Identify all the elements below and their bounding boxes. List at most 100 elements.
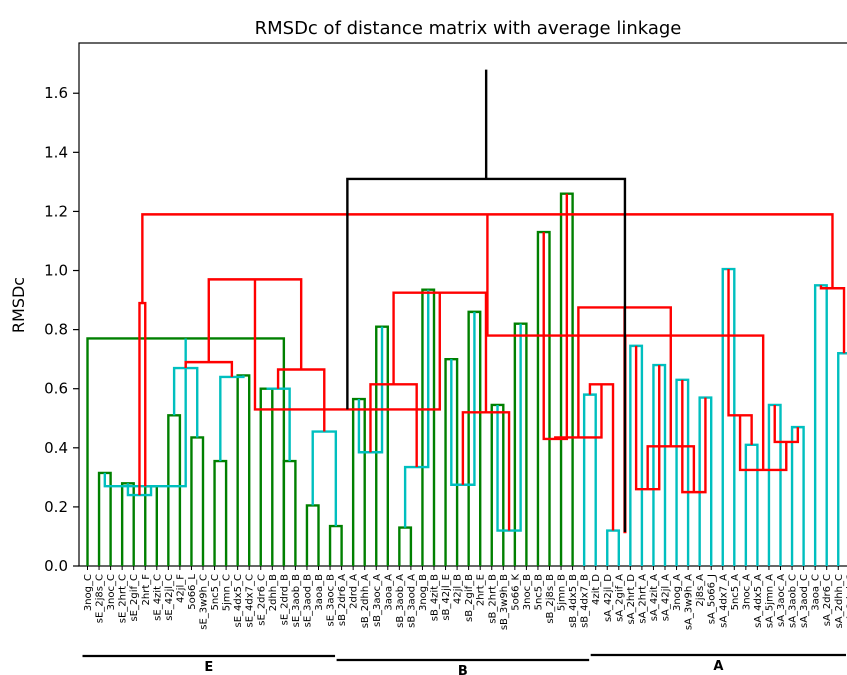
dendrogram-link — [681, 379, 707, 494]
dendrogram-link — [738, 415, 788, 472]
leaf-label: sE_4zit_C — [152, 574, 163, 621]
dendrogram-link — [328, 524, 343, 566]
leaf-label: 5jmn_B — [557, 574, 568, 611]
leaf-label: 3nog_C — [83, 574, 94, 611]
dendrogram-link — [305, 504, 320, 566]
leaf-label: sA_5jmn_A — [764, 574, 775, 628]
dendrogram-link — [536, 230, 551, 566]
plot-area-frame — [78, 42, 847, 567]
y-tick-label: 1.6 — [44, 84, 68, 102]
y-axis-label: RMSDc — [9, 277, 28, 333]
leaf-label: sB_4dx5_B — [568, 574, 579, 628]
dendrogram-link — [398, 526, 413, 566]
dendrogram-link — [744, 443, 759, 566]
leaf-label: 42jl_F — [175, 574, 186, 603]
leaf-label: sB_4zit_B — [430, 574, 441, 621]
dendrogram-link — [126, 483, 153, 497]
dendrogram-link — [773, 404, 800, 444]
y-tick-label: 0.6 — [44, 380, 68, 398]
leaf-label: sA_4dx5_A — [753, 574, 764, 628]
leaf-label: 3aoa_B — [314, 574, 325, 611]
leaf-label: 5nc5_A — [730, 574, 741, 611]
leaf-label: sE_2drd_B — [279, 574, 290, 626]
leaf-label: sB_2gif_B — [464, 574, 475, 622]
leaf-label: 2drd_A — [349, 574, 360, 609]
leaf-label: sE_42jl_C — [164, 574, 175, 621]
leaf-label: 2hrt_E — [476, 574, 487, 606]
leaf-label: sE_3aod_B — [302, 574, 313, 627]
dendrogram-link — [837, 352, 847, 566]
dendrogram-link — [190, 436, 205, 566]
dendrogram-link — [144, 485, 158, 566]
leaf-label: 3nog_A — [672, 574, 683, 611]
dendrogram-link — [184, 360, 234, 377]
leaf-label: 3nog_B — [418, 574, 429, 611]
leaf-label: sB_3aob_A — [395, 574, 406, 628]
dendrogram-link — [767, 403, 782, 566]
dendrogram-link — [582, 393, 597, 566]
dendrogram-link — [542, 193, 569, 441]
leaf-label: sB_3aod_A — [406, 574, 417, 628]
chart-title: RMSDc of distance matrix with average li… — [255, 18, 682, 39]
leaf-label: 3aoa_C — [811, 574, 822, 611]
leaf-label: sA_2drd_C — [845, 574, 847, 626]
y-tick-label: 1.0 — [44, 262, 68, 280]
y-tick-label: 1.2 — [44, 202, 68, 220]
dendrogram-link — [213, 459, 228, 566]
leaf-label: sB_2dhh_A — [360, 574, 371, 628]
leaf-label: sA_2dr6_C — [822, 574, 833, 626]
dendrogram-link — [86, 337, 286, 566]
y-axis-ticks: 0.0 0.2 0.4 0.6 0.8 1.0 1.2 1.4 1.6 — [44, 84, 79, 575]
leaf-label: sE_2j8s_C — [95, 574, 106, 623]
leaf-label: 2hrt_F — [141, 574, 152, 606]
dendrogram-link — [606, 529, 620, 566]
leaf-label: sA_4dx7_A — [718, 574, 729, 628]
leaf-label: 5nc5_C — [210, 574, 221, 611]
leaf-label: 3aoa_A — [383, 574, 394, 611]
leaf-label: 3noc_B — [522, 574, 533, 610]
dendrogram-link — [266, 387, 291, 462]
leaf-label: 2dhh_B — [268, 574, 279, 611]
dendrogram-link — [138, 301, 147, 496]
dendrogram-link — [282, 459, 297, 566]
leaf-label: 2j8s_A — [695, 574, 706, 607]
leaf-label: sE_3w9h_C — [199, 574, 210, 630]
dendrogram-links — [86, 69, 847, 566]
dendrogram-link — [652, 363, 667, 566]
dendrogram-link — [236, 374, 251, 566]
dendrogram-link — [346, 177, 627, 533]
leaf-label: sE_2gif_C — [129, 574, 140, 622]
leaf-label: sA_5o66_J — [707, 574, 718, 624]
leaf-label: sE_3aob_B — [291, 574, 302, 627]
leaf-label: sA_3aob_C — [788, 574, 799, 628]
leaf-label: sB_2j8s_B — [545, 574, 556, 624]
dendrogram-link — [450, 311, 476, 486]
dendrogram-link — [819, 285, 846, 354]
dendrogram-link — [369, 383, 418, 468]
group-label: B — [458, 664, 468, 675]
y-tick-label: 0.2 — [44, 498, 68, 516]
dendrogram-link — [259, 387, 274, 566]
leaf-label: 5nc5_B — [533, 574, 544, 611]
y-tick-label: 0.0 — [44, 557, 68, 575]
leaf-label: sE_4dx7_C — [245, 574, 256, 628]
leaf-label: 42jl_B — [453, 574, 464, 604]
dendrogram-link — [727, 269, 753, 445]
group-label: E — [204, 660, 213, 675]
leaf-label: 5o66_L — [187, 574, 198, 610]
leaf-label: sE_2dr6_C — [256, 574, 267, 626]
leaf-label: sA_4zit_A — [649, 574, 660, 621]
leaf-label: 4zit_D — [591, 574, 602, 605]
leaf-label: sA_42jl_D — [603, 574, 614, 622]
leaf-label: sA_2gif_A — [614, 574, 625, 622]
leaf-label: sB_3w9h_B — [499, 574, 510, 630]
leaf-label: sA_42jl_A — [661, 574, 672, 621]
dendrogram-link — [646, 445, 696, 493]
group-label: A — [713, 659, 723, 674]
leaf-label: sA_2hrt_A — [637, 574, 648, 624]
leaf-label: sB_2dr6_A — [337, 574, 348, 626]
dendrogram-link — [790, 425, 805, 566]
leaf-label: 3noc_A — [741, 574, 752, 610]
leaf-label: 5o66_K — [510, 574, 521, 611]
